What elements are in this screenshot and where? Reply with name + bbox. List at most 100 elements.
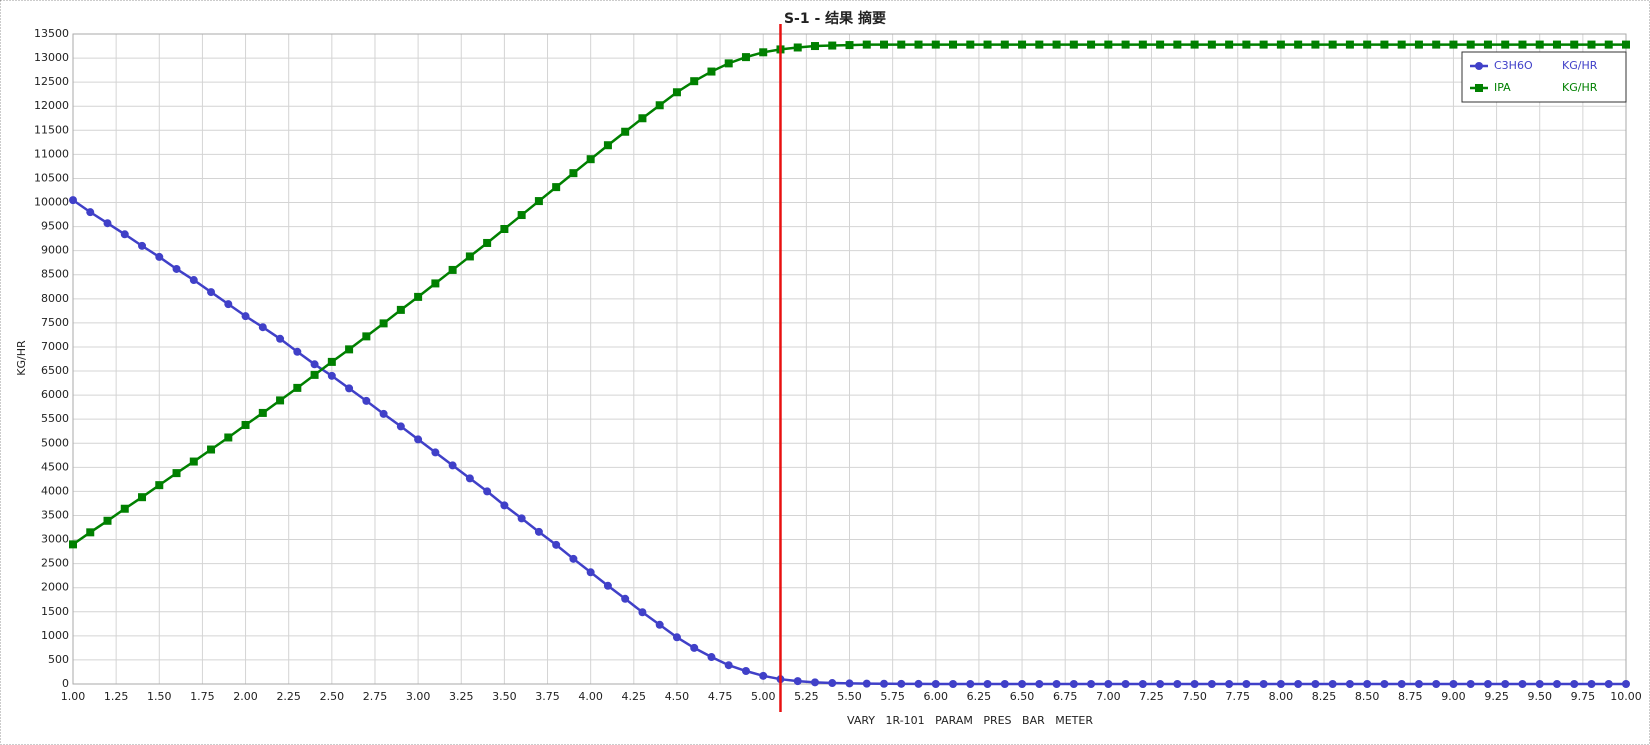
point	[1190, 680, 1199, 688]
x-tick-label: 2.25	[276, 690, 301, 703]
x-tick-label: 6.50	[1010, 690, 1035, 703]
point	[1622, 680, 1630, 688]
point	[1225, 40, 1234, 49]
x-tick-label: 8.00	[1269, 690, 1294, 703]
point	[362, 396, 371, 405]
x-tick-label: 2.00	[233, 690, 258, 703]
point	[880, 40, 889, 49]
point	[1121, 40, 1130, 49]
point	[724, 59, 733, 68]
point	[396, 305, 405, 314]
point	[638, 114, 647, 123]
point	[966, 680, 975, 688]
point	[862, 679, 871, 688]
x-tick-label: 5.50	[837, 690, 862, 703]
point	[396, 422, 405, 431]
point	[448, 265, 457, 274]
x-tick-label: 6.00	[924, 690, 949, 703]
point	[1345, 680, 1354, 688]
point	[1035, 40, 1044, 49]
point	[759, 48, 768, 57]
y-tick-label: 3500	[41, 508, 69, 521]
y-tick-label: 6500	[41, 364, 69, 377]
point	[224, 433, 233, 442]
point	[1242, 680, 1251, 688]
point	[621, 127, 630, 136]
y-axis-label: KG/HR	[15, 340, 28, 376]
legend-marker	[1475, 84, 1483, 92]
point	[258, 408, 267, 417]
point	[845, 41, 854, 50]
y-tick-label: 6000	[41, 388, 69, 401]
point	[1052, 40, 1061, 49]
x-tick-label: 4.25	[622, 690, 647, 703]
point	[465, 252, 474, 261]
point	[327, 357, 336, 366]
y-tick-label: 2000	[41, 581, 69, 594]
point	[276, 396, 285, 405]
point	[448, 461, 457, 470]
point	[276, 334, 285, 343]
x-tick-label: 1.25	[104, 690, 129, 703]
point	[672, 633, 681, 642]
y-tick-label: 9500	[41, 220, 69, 233]
x-tick-label: 7.00	[1096, 690, 1121, 703]
point	[483, 487, 492, 496]
y-tick-label: 13000	[34, 51, 69, 64]
point	[1397, 680, 1406, 688]
point	[1414, 40, 1423, 49]
point	[638, 608, 647, 617]
point	[1000, 680, 1009, 688]
x-tick-label: 7.75	[1226, 690, 1251, 703]
x-tick-label: 3.00	[406, 690, 431, 703]
y-tick-label: 7500	[41, 316, 69, 329]
point	[1380, 680, 1389, 688]
y-tick-label: 11000	[34, 147, 69, 160]
point	[966, 40, 975, 49]
point	[586, 568, 595, 577]
y-tick-label: 10000	[34, 196, 69, 209]
point	[120, 230, 129, 239]
x-tick-label: 5.25	[794, 690, 819, 703]
x-tick-label: 1.75	[190, 690, 215, 703]
point	[983, 40, 992, 49]
point	[1225, 680, 1234, 688]
point	[1276, 40, 1285, 49]
point	[103, 516, 112, 525]
point	[1311, 680, 1320, 688]
point	[983, 680, 992, 688]
point	[1535, 40, 1544, 49]
point	[1207, 680, 1216, 688]
point	[1604, 680, 1613, 688]
point	[828, 679, 837, 688]
point	[1622, 40, 1630, 49]
x-tick-label: 5.75	[880, 690, 905, 703]
point	[310, 370, 319, 379]
point	[741, 667, 750, 675]
y-tick-label: 11500	[34, 123, 69, 136]
y-tick-label: 1500	[41, 605, 69, 618]
point	[1604, 40, 1613, 49]
y-tick-label: 12500	[34, 75, 69, 88]
x-tick-label: 6.75	[1053, 690, 1078, 703]
legend-marker	[1475, 62, 1483, 70]
point	[1552, 40, 1561, 49]
point	[1449, 680, 1458, 688]
x-tick-label: 7.25	[1139, 690, 1164, 703]
point	[172, 469, 181, 478]
point	[138, 241, 147, 250]
point	[86, 528, 95, 537]
point	[655, 101, 664, 110]
point	[379, 409, 388, 418]
legend-box	[1461, 51, 1627, 103]
point	[1518, 680, 1527, 688]
point	[534, 527, 543, 536]
point	[155, 481, 164, 490]
point	[603, 141, 612, 150]
y-tick-label: 5000	[41, 436, 69, 449]
y-tick-label: 4500	[41, 460, 69, 473]
x-tick-label: 8.25	[1312, 690, 1337, 703]
point	[1069, 40, 1078, 49]
